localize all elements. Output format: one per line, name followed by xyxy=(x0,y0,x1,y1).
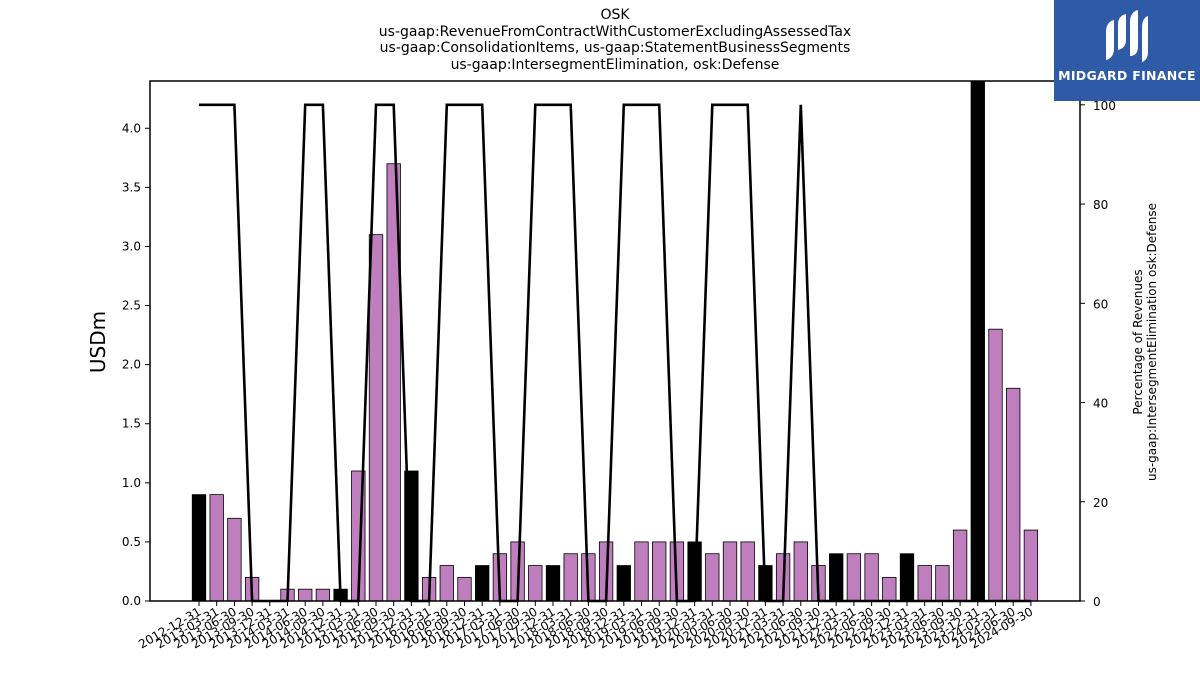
bar-2018-03-31 xyxy=(563,553,578,602)
plot-frame xyxy=(149,80,1081,602)
bar-2017-12-31 xyxy=(545,565,561,602)
y2-axis-label-line-2: us-gaap:IntersegmentElimination osk:Defe… xyxy=(1145,202,1159,482)
y2-axis-label-line-1: Percentage of Revenues xyxy=(1131,269,1145,415)
y-tick-label: 0.5 xyxy=(122,535,141,549)
y-tick-label: 2.0 xyxy=(122,358,141,372)
bar-2014-06-30 xyxy=(298,588,313,602)
bar-2015-06-30 xyxy=(368,234,384,602)
y2-axis-label: Percentage of Revenues us-gaap:Intersegm… xyxy=(1131,203,1159,481)
percentage-line xyxy=(199,103,1031,603)
bar-2016-09-30 xyxy=(457,576,472,602)
bar-2023-12-31 xyxy=(970,80,985,602)
y-tick-label: 2.5 xyxy=(122,299,141,313)
bar-2021-06-30 xyxy=(793,541,808,602)
bars-group xyxy=(191,80,1039,602)
bar-2024-09-30 xyxy=(1023,529,1039,602)
bar-2020-06-30 xyxy=(722,541,738,602)
chart-title-line-3: us-gaap:ConsolidationItems, us-gaap:Stat… xyxy=(379,40,851,56)
y-tick-label: 0.0 xyxy=(122,594,141,608)
bar-2024-03-31 xyxy=(988,328,1003,602)
midgard-finance-logo: MIDGARD FINANCE xyxy=(1054,0,1200,101)
bar-2022-12-31 xyxy=(899,553,915,602)
chart-title-line-4: us-gaap:IntersegmentElimination, osk:Def… xyxy=(450,57,780,73)
y-tick-label: 4.0 xyxy=(122,121,141,135)
bar-2012-12-31 xyxy=(191,494,207,602)
bar-2022-06-30 xyxy=(864,553,879,602)
y-tick-label: 3.0 xyxy=(122,239,141,253)
line-series-group xyxy=(199,103,1031,603)
y-axis-label: USDm xyxy=(86,310,110,374)
bar-2020-09-30 xyxy=(740,541,755,602)
y-tick-label: 3.5 xyxy=(122,180,141,194)
bar-2024-06-30 xyxy=(1006,387,1021,602)
y-tick-label: 1.5 xyxy=(122,417,141,431)
y-tick-label: 1.0 xyxy=(122,476,141,490)
bar-2013-03-31 xyxy=(209,494,224,602)
bar-2019-03-31 xyxy=(634,541,649,602)
bar-2022-03-31 xyxy=(846,553,862,602)
bar-2013-06-30 xyxy=(227,517,242,602)
y2-tick-label: 40 xyxy=(1093,397,1108,411)
logo-text: MIDGARD FINANCE xyxy=(1058,68,1196,83)
bar-2014-09-30 xyxy=(315,588,331,602)
bar-2018-12-31 xyxy=(616,565,631,602)
bar-2022-09-30 xyxy=(882,576,897,602)
y2-tick-label: 60 xyxy=(1093,297,1108,311)
y2-tick-label: 100 xyxy=(1093,99,1116,113)
y2-tick-label: 20 xyxy=(1093,496,1108,510)
y2-tick-label: 80 xyxy=(1093,198,1108,212)
bar-2016-12-31 xyxy=(475,565,490,602)
bar-2023-03-31 xyxy=(917,565,932,602)
chart-title-line-1: OSK xyxy=(600,7,630,23)
midgard-m-icon xyxy=(1106,10,1148,62)
bar-2023-06-30 xyxy=(935,565,950,602)
bar-2020-03-31 xyxy=(705,553,720,602)
y2-tick-label: 0 xyxy=(1093,595,1101,609)
chart-title-line-2: us-gaap:RevenueFromContractWithCustomerE… xyxy=(378,24,852,40)
bar-2023-09-30 xyxy=(952,529,968,602)
bar-2019-06-30 xyxy=(652,541,667,602)
bar-2017-09-30 xyxy=(528,565,543,602)
bar-2021-12-31 xyxy=(829,553,844,602)
bar-2016-06-30 xyxy=(439,565,454,602)
